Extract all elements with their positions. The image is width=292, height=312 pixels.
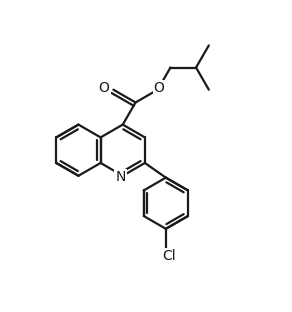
Text: Cl: Cl — [163, 249, 176, 263]
Text: N: N — [115, 170, 126, 184]
Text: O: O — [154, 81, 165, 95]
Text: O: O — [99, 81, 110, 95]
